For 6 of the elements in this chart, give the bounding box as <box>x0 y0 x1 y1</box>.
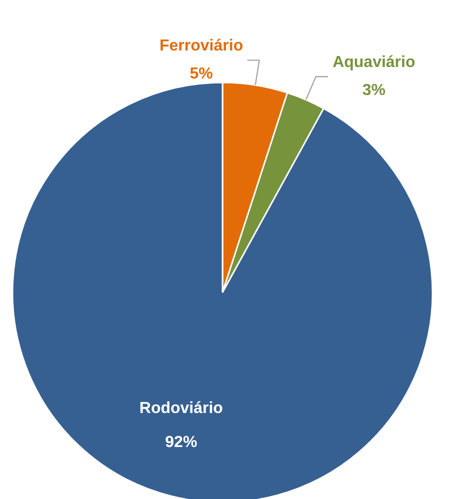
data-label: 3% <box>362 82 386 100</box>
data-label: 92% <box>165 434 198 452</box>
data-label: 5% <box>190 66 213 83</box>
slice-label: Aquaviário <box>332 54 416 72</box>
slice-label: Rodoviário <box>139 400 224 418</box>
slice-label: Ferroviário <box>160 38 244 55</box>
